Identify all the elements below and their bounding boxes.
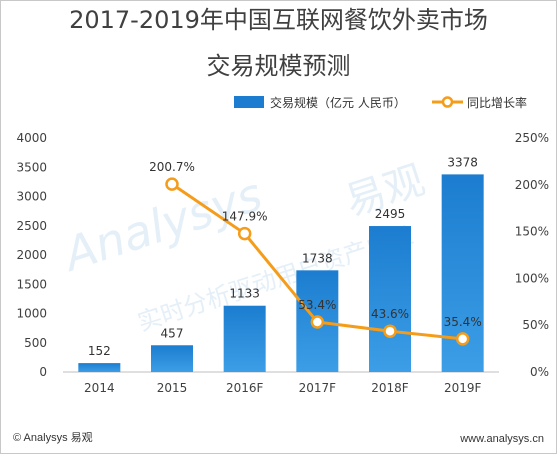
y-left-tick-label: 4000: [16, 131, 47, 145]
y-left-tick-label: 2000: [16, 248, 47, 262]
y-right-tick-label: 150%: [515, 225, 549, 239]
y-right-tick-label: 250%: [515, 131, 549, 145]
y-left-tick-label: 1500: [16, 277, 47, 291]
legend-line-marker: [441, 96, 454, 108]
growth-rate-point: [237, 226, 252, 241]
y-left-tick-label: 500: [24, 336, 47, 350]
growth-rate-label: 35.4%: [444, 315, 482, 329]
footer-website: www.analysys.cn: [460, 433, 544, 445]
x-tick-label: 2018F: [371, 381, 409, 395]
growth-rate-point: [165, 177, 179, 191]
y-right-tick-label: 200%: [515, 178, 549, 192]
legend-bar-label: 交易规模（亿元 人民币）: [270, 95, 406, 110]
legend-line-label: 同比增长率: [467, 95, 527, 110]
y-left-tick-label: 0: [39, 365, 47, 379]
growth-rate-point: [383, 324, 397, 338]
x-tick-label: 2019F: [444, 381, 482, 395]
x-tick-label: 2015: [157, 381, 188, 395]
y-left-tick-label: 3000: [16, 190, 47, 204]
bar-value-label: 1738: [302, 251, 333, 265]
bar-value-label: 457: [161, 326, 184, 340]
growth-rate-label: 53.4%: [298, 298, 336, 312]
bar-value-label: 2495: [375, 207, 406, 221]
y-right-tick-label: 50%: [522, 318, 549, 332]
watermark-brand: Analysys: [55, 167, 269, 282]
x-tick-label: 2014: [84, 381, 115, 395]
y-left-tick-label: 2500: [16, 219, 47, 233]
growth-rate-label: 43.6%: [371, 307, 409, 321]
bar-2014: [78, 363, 121, 372]
bar-2018F: [369, 226, 411, 372]
bar-2015: [151, 345, 193, 372]
footer-source: © Analysys 易观: [13, 432, 93, 444]
growth-rate-point: [310, 315, 325, 329]
bar-value-label: 3378: [447, 155, 478, 169]
growth-rate-label: 200.7%: [149, 160, 195, 174]
chart-title-line-1: 2017-2019年中国互联网餐饮外卖市场: [69, 6, 488, 34]
y-left-tick-label: 3500: [16, 160, 47, 174]
bar-value-label: 152: [88, 344, 111, 358]
growth-rate-point: [455, 332, 470, 346]
y-right-tick-label: 0%: [530, 365, 549, 379]
legend-bar-swatch: [234, 96, 264, 108]
bar-2016F: [223, 305, 266, 372]
chart-canvas: Analysys 易观实时分析驱动用户资产成长050010001500200025…: [16, 95, 549, 395]
x-tick-label: 2016F: [226, 381, 264, 395]
growth-rate-label: 147.9%: [222, 210, 268, 224]
y-left-tick-label: 1000: [16, 307, 47, 321]
chart-title-line-2: 交易规模预测: [206, 52, 351, 80]
x-tick-label: 2017F: [299, 381, 337, 395]
bar-value-label: 1133: [229, 287, 260, 301]
y-right-tick-label: 100%: [515, 271, 549, 285]
